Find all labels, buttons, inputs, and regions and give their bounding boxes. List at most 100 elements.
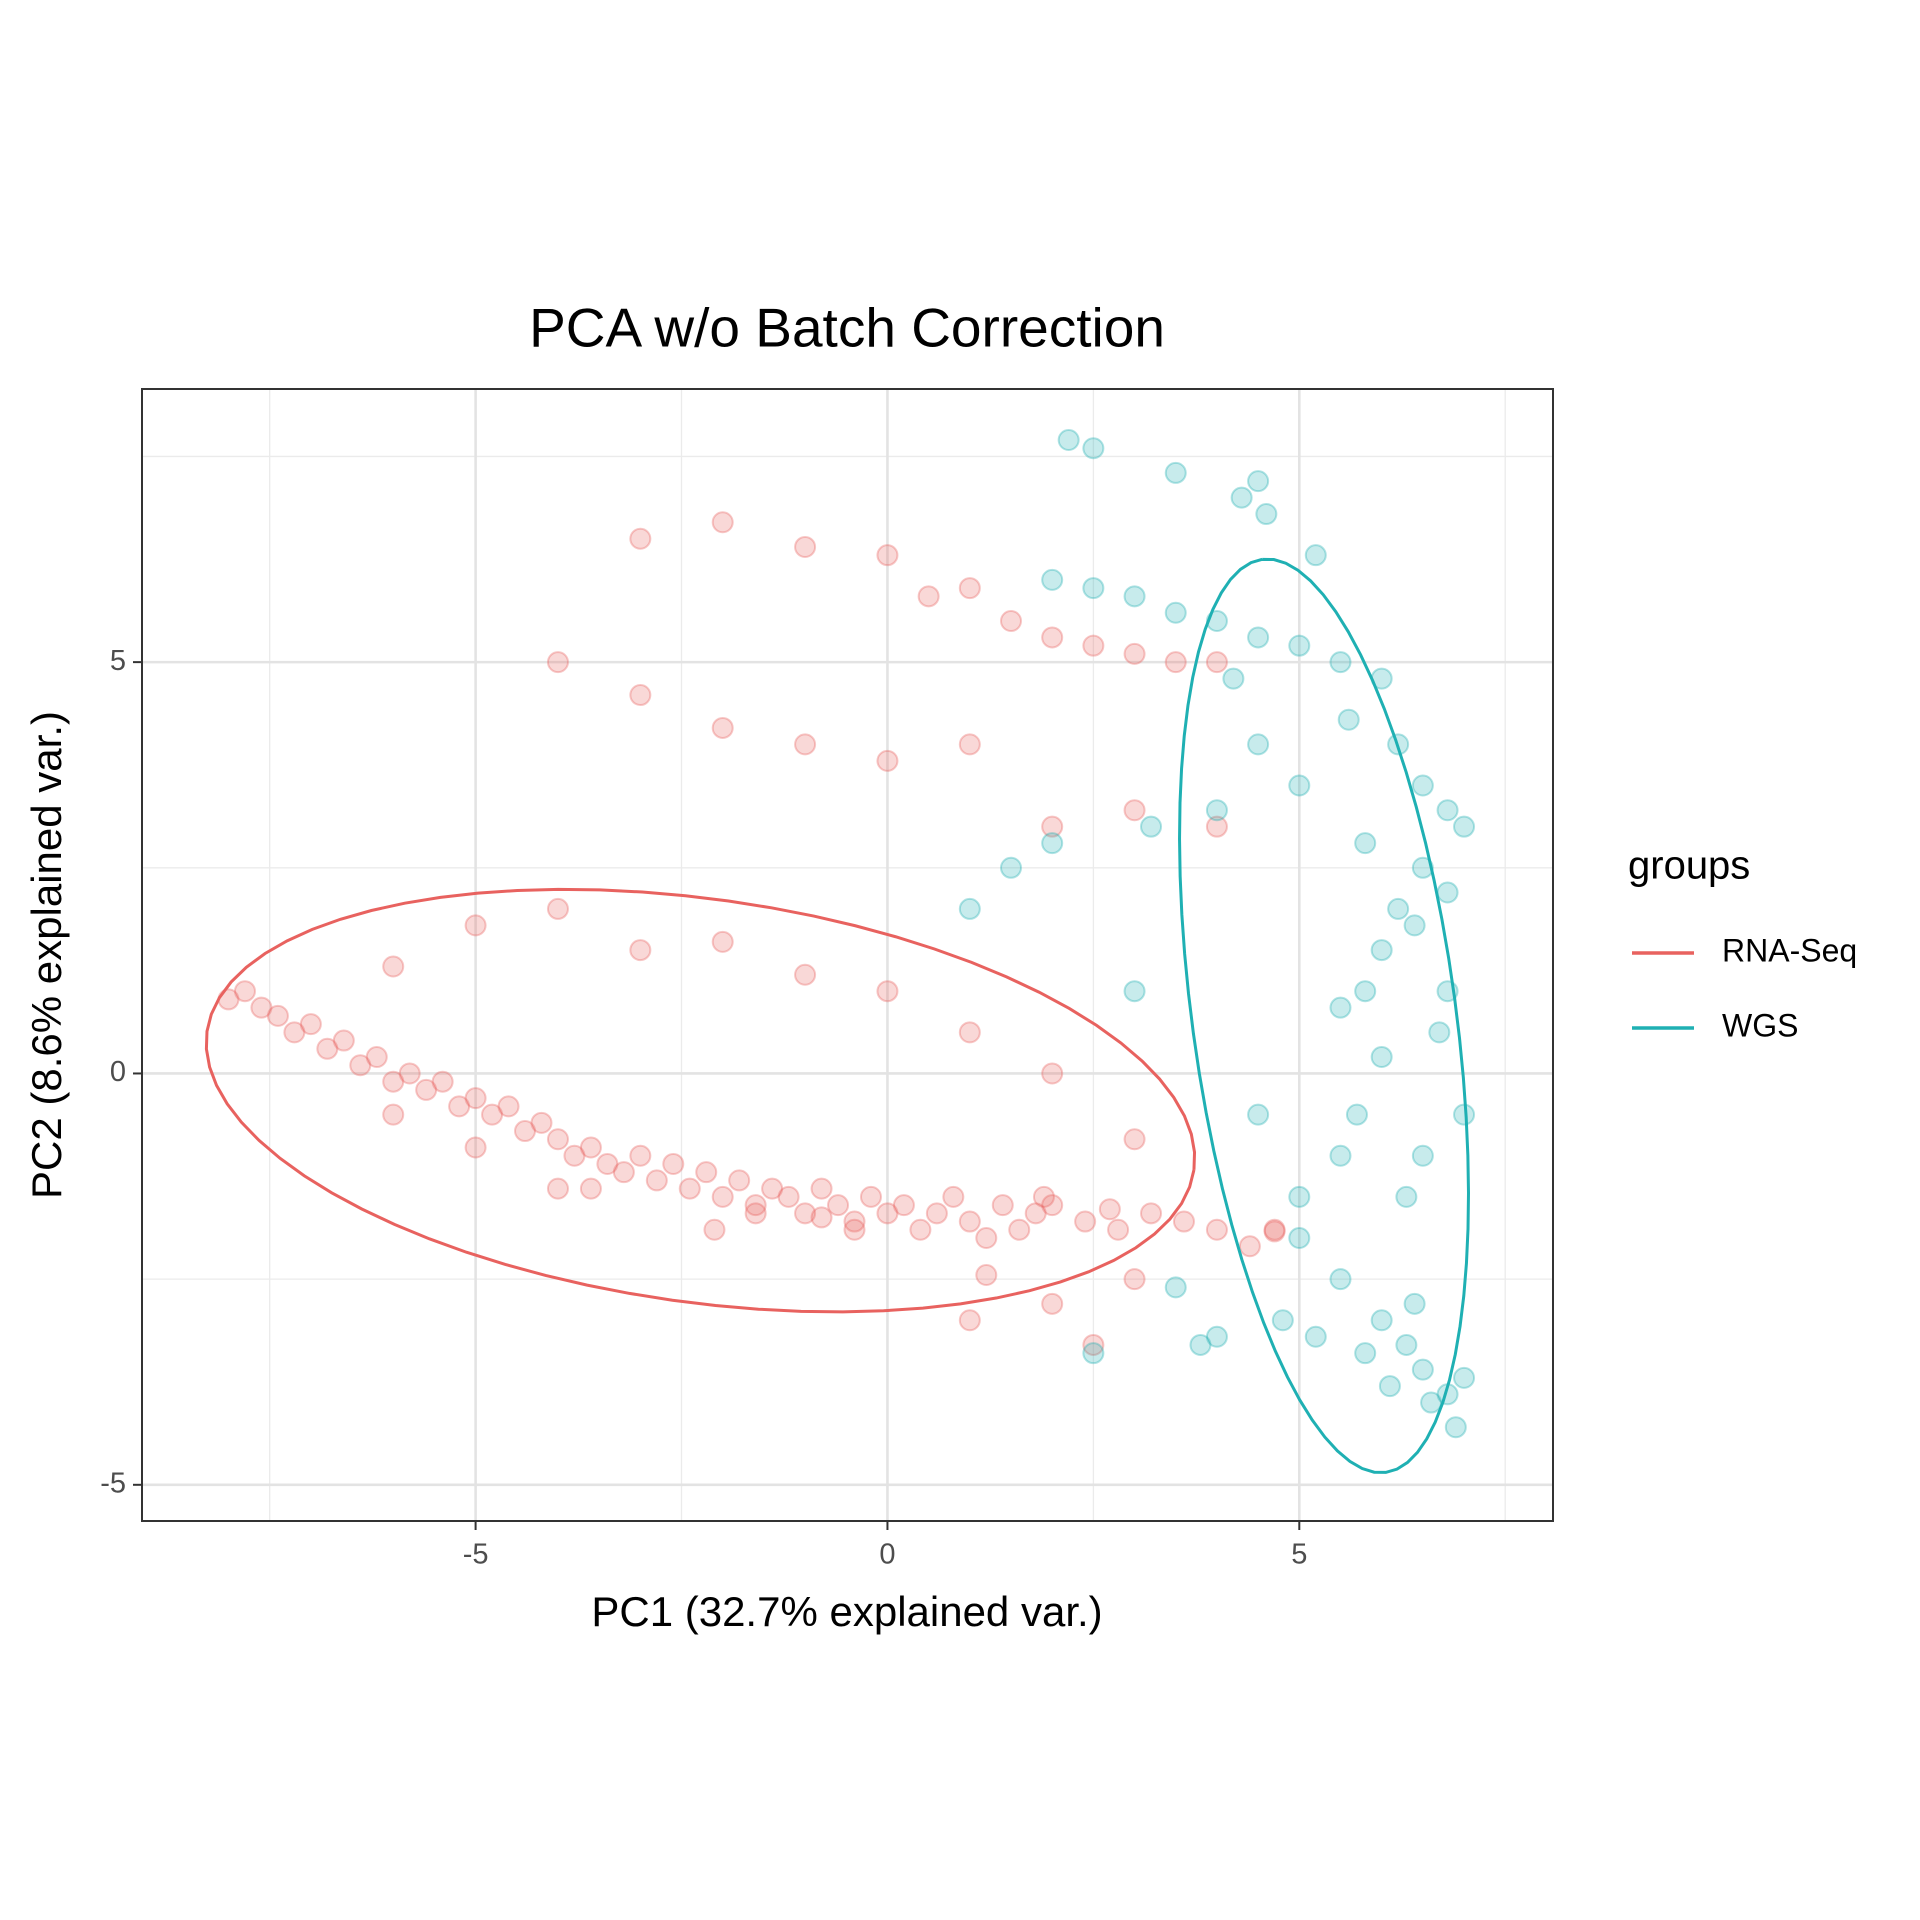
data-point (1395, 1333, 1418, 1356)
data-point (1395, 1185, 1418, 1208)
y-axis-title: PC2 (8.6% explained var.) (23, 711, 70, 1199)
data-point (1123, 642, 1146, 665)
data-point (1205, 799, 1228, 822)
data-point (975, 1264, 998, 1287)
data-point (958, 1210, 981, 1233)
data-point (1082, 437, 1105, 460)
data-point (1255, 503, 1278, 526)
data-point (703, 1218, 726, 1241)
data-point (1354, 832, 1377, 855)
data-point (711, 511, 734, 534)
data-point (349, 1054, 372, 1077)
data-point (794, 963, 817, 986)
data-point (1123, 1128, 1146, 1151)
data-point (629, 939, 652, 962)
data-point (1123, 1268, 1146, 1291)
data-point (1271, 1309, 1294, 1332)
data-point (1444, 1416, 1467, 1439)
data-point (299, 1013, 322, 1036)
data-point (1403, 914, 1426, 937)
data-point (1041, 626, 1064, 649)
data-point (596, 1152, 619, 1175)
data-point (810, 1177, 833, 1200)
data-point (415, 1078, 438, 1101)
data-point (1082, 1342, 1105, 1365)
data-point (1041, 815, 1064, 838)
data-point (1345, 1103, 1368, 1126)
data-point (1000, 609, 1023, 632)
data-point (711, 930, 734, 953)
data-point (925, 1202, 948, 1225)
data-point (1247, 626, 1270, 649)
data-point (497, 1095, 520, 1118)
data-point (464, 1087, 487, 1110)
data-point (1238, 1235, 1261, 1258)
data-point (1378, 1375, 1401, 1398)
data-point (794, 733, 817, 756)
data-point (481, 1103, 504, 1126)
y-tick-label: -5 (100, 1467, 126, 1499)
data-point (1000, 856, 1023, 879)
x-tick-label: 0 (879, 1539, 895, 1571)
data-point (1403, 1292, 1426, 1315)
data-point (744, 1194, 767, 1217)
data-point (1164, 461, 1187, 484)
data-point (1123, 980, 1146, 1003)
data-point (876, 749, 899, 772)
x-tick-label: 5 (1291, 1539, 1307, 1571)
data-point (546, 1177, 569, 1200)
data-point (1164, 651, 1187, 674)
data-point (1329, 1268, 1352, 1291)
data-point (1436, 799, 1459, 822)
data-point (1370, 939, 1393, 962)
data-point (1008, 1218, 1031, 1241)
data-point (1164, 601, 1187, 624)
data-point (1230, 486, 1253, 509)
data-point (1288, 1227, 1311, 1249)
data-point (1329, 1144, 1352, 1167)
data-point (958, 733, 981, 756)
data-point (266, 1004, 289, 1027)
data-point (942, 1185, 965, 1208)
data-point (1354, 980, 1377, 1003)
data-point (843, 1218, 866, 1241)
data-point (1370, 1309, 1393, 1332)
data-point (546, 651, 569, 674)
data-point (365, 1046, 388, 1069)
data-point (761, 1177, 784, 1200)
data-point (1172, 1210, 1195, 1233)
data-point (1370, 1046, 1393, 1069)
data-point (1420, 1391, 1443, 1414)
data-point (1411, 1358, 1434, 1381)
data-point (1205, 815, 1228, 838)
data-point (1041, 1292, 1064, 1315)
data-point (1082, 577, 1105, 600)
data-point (876, 1202, 899, 1225)
data-point (1107, 1218, 1130, 1241)
data-point (1329, 651, 1352, 674)
data-point (794, 535, 817, 558)
data-point (827, 1194, 850, 1217)
data-point (1288, 774, 1311, 797)
data-point (777, 1185, 800, 1208)
data-point (1222, 667, 1245, 690)
data-point (612, 1161, 635, 1184)
data-point (464, 1136, 487, 1159)
data-point (1304, 1325, 1327, 1348)
data-point (843, 1210, 866, 1233)
data-point (332, 1029, 355, 1052)
legend-label: RNA-Seq (1722, 932, 1857, 968)
data-point (1428, 1021, 1451, 1044)
data-point (1123, 799, 1146, 822)
data-point (991, 1194, 1014, 1217)
data-point (695, 1161, 718, 1184)
data-point (1041, 1062, 1064, 1085)
data-point (1041, 568, 1064, 591)
data-point (1263, 1220, 1286, 1243)
data-point (563, 1144, 586, 1167)
data-point (1164, 1276, 1187, 1299)
x-tick-label: -5 (463, 1539, 489, 1571)
data-point (1436, 881, 1459, 904)
data-point (975, 1227, 998, 1249)
data-point (579, 1177, 602, 1200)
